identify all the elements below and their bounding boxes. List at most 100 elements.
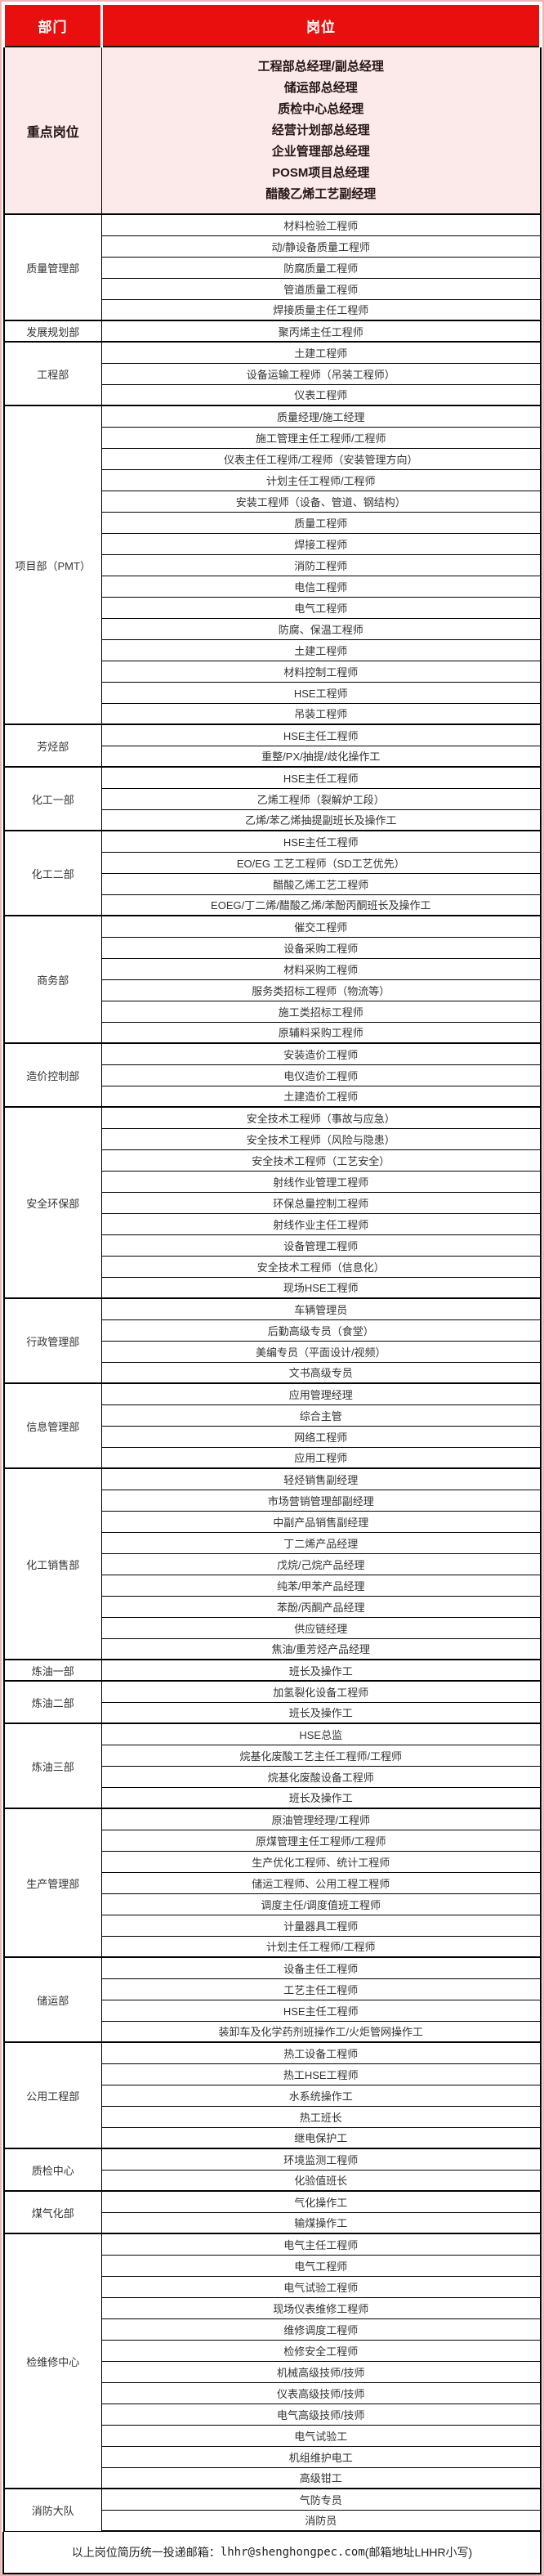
footer-email: lhhr@shenghongpec.com [220,2546,365,2559]
table-row: 化工销售部 轻烃销售副经理 [2,1467,542,1660]
table-row: 电信工程师 [4,575,542,598]
position-cell: EOEG/丁二烯/醋酸乙烯/苯酚丙酮班长及操作工 [101,894,542,916]
position-cell: 施工管理主任工程师/工程师 [101,426,542,449]
table-row: 设备管理工程师 [4,1234,542,1257]
position-cell: 施工类招标工程师 [101,1000,542,1023]
table-row: 煤气化部 气化操作工 [2,2190,542,2234]
table-row: 焊接工程师 [4,532,542,555]
table-row: 安全环保部 安全技术工程师（事故与应急） [2,1106,542,1299]
table-row: 电气工程师 [4,596,542,619]
department-name-cell: 储运部 [2,1956,102,2043]
table-row: 热工班长 [4,2105,542,2128]
table-row: 焊接质量主任工程师 [4,298,542,321]
table-row: 仪表主任工程师/工程师（安装管理方向） [4,447,542,470]
table-row: EO/EG 工艺工程师（SD工艺优先） [4,851,542,874]
highlight-position-line: 储运部总经理 [283,80,358,95]
position-cell: 防腐质量工程师 [101,256,542,279]
table-row: 发展规划部 聚丙烯主任工程师 [2,320,542,343]
position-cell: 电气主任工程师 [101,2233,542,2256]
position-cell: 环境监测工程师 [101,2148,542,2171]
position-cell: 射线作业管理工程师 [101,1170,542,1193]
table-row: 化工一部 HSE主任工程师 [2,766,542,831]
department-group: 行政管理部 车辆管理员 后勤高级专员（食堂） 美编专员（平面设计/视频） 文书高级专员 [2,1297,542,1384]
position-cell: 材料检验工程师 [101,213,542,236]
position-cell: 焦油/重芳烃产品经理 [101,1637,542,1660]
table-row: 市场营销管理部副经理 [4,1489,542,1512]
position-cell: 土建工程师 [101,341,542,364]
position-cell: 机组维护电工 [101,2445,542,2468]
table-row: 检维修中心 电气主任工程师 [2,2233,542,2489]
table-row: 商务部 催交工程师 [2,915,542,1044]
department-name-cell: 炼油一部 [2,1659,102,1682]
table-row: 土建工程师 [4,638,542,661]
position-cell: 班长及操作工 [101,1786,542,1809]
department-name-cell: 化工一部 [2,766,102,831]
table-row: 动/静设备质量工程师 [4,235,542,258]
highlight-group: 重点岗位 工程部总经理/副总经理 储运部总经理 质检中心总经理 经营计划部总经理 企业管… [2,46,542,215]
highlight-department-name: 重点岗位 [2,46,102,215]
position-cell: 安全技术工程师（风险与隐患） [101,1127,542,1150]
position-cell: 仪表工程师 [101,383,542,406]
position-cell: 焊接质量主任工程师 [101,298,542,321]
position-cell: 后勤高级专员（食堂） [101,1319,542,1342]
position-cell: 材料控制工程师 [101,660,542,683]
department-name-cell: 公用工程部 [2,2041,102,2149]
position-cell: 计划主任工程师/工程师 [101,468,542,491]
department-group: 公用工程部 热工设备工程师 热工HSE工程师 水系统操作工 热工班长 继电保护工 [2,2041,542,2149]
position-cell: 应用管理经理 [101,1382,542,1405]
department-group: 项目部（PMT） 质量经理/施工经理 施工管理主任工程师/工程师 仪表主任工程师/工程… [2,405,542,725]
position-cell: 催交工程师 [101,915,542,938]
position-cell: 生产优化工程师、统计工程师 [101,1850,542,1873]
position-cell: 继电保护工 [101,2126,542,2149]
highlight-row: 重点岗位 工程部总经理/副总经理 储运部总经理 质检中心总经理 经营计划部总经理 企业管… [2,46,542,215]
position-cell: 热工班长 [101,2105,542,2128]
position-cell: 原煤管理主任工程师/工程师 [101,1829,542,1852]
position-cell: 气化操作工 [101,2190,542,2213]
highlight-position-line: 醋酸乙烯工艺副经理 [265,186,377,201]
department-group: 芳烃部 HSE主任工程师 重整/PX/抽提/歧化操作工 [2,724,542,768]
table-row: 消防大队 气防专员 [2,2488,542,2532]
position-cell: 仪表主任工程师/工程师（安装管理方向） [101,447,542,470]
table-row: 消防员 [4,2509,542,2532]
position-cell: 水系统操作工 [101,2084,542,2107]
position-cell: 消防员 [101,2509,542,2532]
department-name-cell: 芳烃部 [2,724,102,768]
table-row: 生产优化工程师、统计工程师 [4,1850,542,1873]
position-cell: 输煤操作工 [101,2211,542,2234]
table-row: 计划主任工程师/工程师 [4,468,542,491]
table-row: 射线作业主任工程师 [4,1212,542,1235]
position-cell: 防腐、保温工程师 [101,617,542,640]
table-row: 班长及操作工 [4,1701,542,1724]
table-row: HSE主任工程师 [4,1999,542,2022]
table-row: 储运部 设备主任工程师 [2,1956,542,2043]
table-row: 焦油/重芳烃产品经理 [4,1637,542,1660]
position-cell: 文书高级专员 [101,1361,542,1384]
department-name-cell: 商务部 [2,915,102,1044]
position-cell: 设备运输工程师（吊装工程师） [101,362,542,385]
position-cell: 高级钳工 [101,2466,542,2489]
position-cell: 车辆管理员 [101,1297,542,1320]
position-cell: 土建造价工程师 [101,1085,542,1108]
position-cell: 现场HSE工程师 [101,1276,542,1299]
table-row: 施工类招标工程师 [4,1000,542,1023]
position-cell: 检修安全工程师 [101,2339,542,2362]
department-name-cell: 行政管理部 [2,1297,102,1384]
department-group: 质检中心 环境监测工程师 化验值班长 [2,2148,542,2192]
table-row: 土建造价工程师 [4,1085,542,1108]
table-row: 工程部 土建工程师 [2,341,542,406]
department-name-cell: 检维修中心 [2,2233,102,2489]
table-row: 信息管理部 应用管理经理 [2,1382,542,1469]
position-cell: 苯酚/丙酮产品经理 [101,1595,542,1618]
table-row: 文书高级专员 [4,1361,542,1384]
position-cell: 原油管理经理/工程师 [101,1808,542,1830]
position-cell: 热工HSE工程师 [101,2063,542,2085]
position-cell: 质量工程师 [101,511,542,534]
department-name-cell: 消防大队 [2,2488,102,2532]
position-cell: 安全技术工程师（信息化） [101,1255,542,1278]
position-cell: 丁二烯产品经理 [101,1531,542,1554]
table-row: 美编专员（平面设计/视频） [4,1340,542,1363]
position-cell: 电气高级技师/技师 [101,2403,542,2426]
department-name-cell: 炼油二部 [2,1680,102,1724]
position-cell: 计量器具工程师 [101,1914,542,1937]
table-row: 现场仪表维修工程师 [4,2296,542,2319]
